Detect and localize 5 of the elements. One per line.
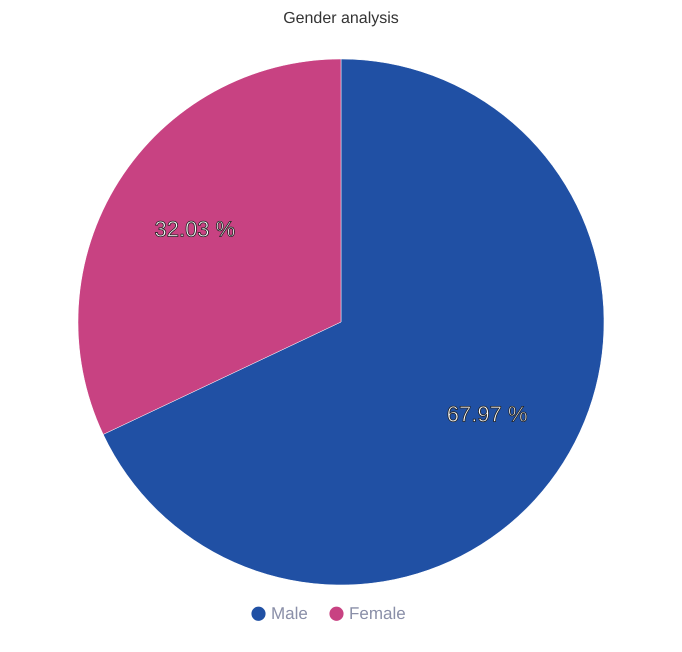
data-label: 67.97 % <box>446 402 528 427</box>
data-label: 32.03 % <box>154 216 236 242</box>
legend-label: Male <box>271 604 308 623</box>
chart-title: Gender analysis <box>283 10 399 27</box>
legend-label: Female <box>349 604 406 623</box>
